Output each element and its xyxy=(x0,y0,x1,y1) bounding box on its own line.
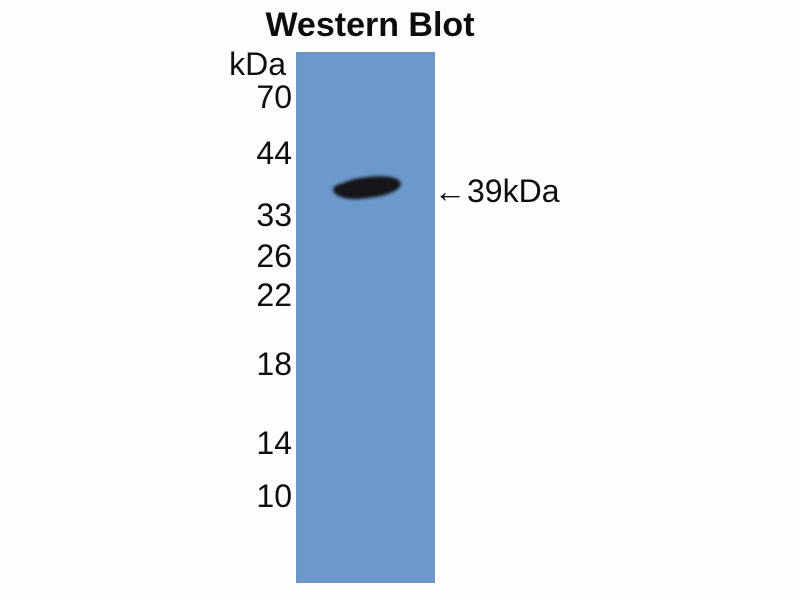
marker-label-26: 26 xyxy=(256,238,292,274)
marker-label-44: 44 xyxy=(256,135,292,171)
kda-unit-label: kDa xyxy=(229,46,286,82)
figure-title: Western Blot xyxy=(265,6,475,44)
marker-label-18: 18 xyxy=(256,346,292,382)
left-arrow-icon: ← xyxy=(434,173,466,209)
protein-band xyxy=(332,173,404,202)
marker-label-70: 70 xyxy=(256,79,292,115)
marker-label-10: 10 xyxy=(256,478,292,514)
blot-lane xyxy=(296,52,435,583)
marker-label-22: 22 xyxy=(256,277,292,313)
band-weight-label: 39kDa xyxy=(467,173,560,209)
band-annotation: ← 39kDa xyxy=(434,175,560,207)
marker-label-14: 14 xyxy=(256,425,292,461)
marker-label-33: 33 xyxy=(256,197,292,233)
